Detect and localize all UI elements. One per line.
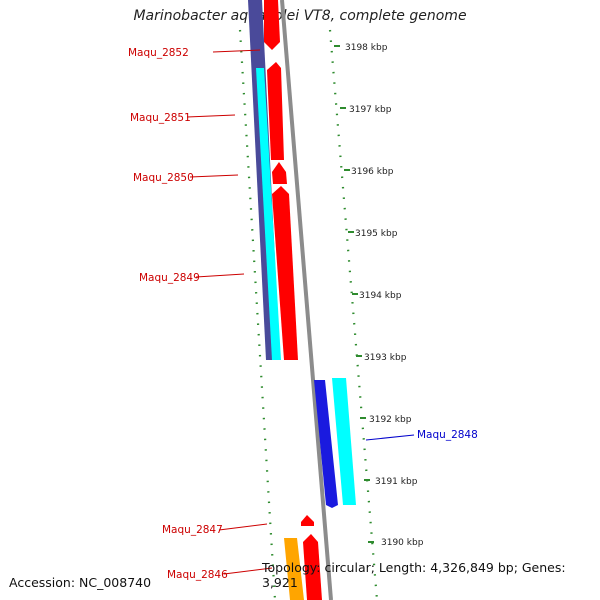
cds-maqu-2848	[314, 380, 338, 508]
leader-maqu-2852	[212, 49, 261, 53]
scale-tick-label: 3191 kbp	[375, 477, 418, 487]
cds-maqu-2851	[267, 62, 284, 160]
scale-tick-label: 3195 kbp	[355, 229, 398, 239]
gene-label: Maqu_2849	[139, 272, 200, 284]
scale-ticks	[334, 45, 374, 543]
leader-maqu-2849	[195, 273, 245, 278]
scale-tick-label: 3198 kbp	[345, 43, 388, 53]
scale-tick-label: 3197 kbp	[349, 105, 392, 115]
map-title: Marinobacter aquaeolei VT8, complete gen…	[133, 8, 467, 24]
rna-maqu-2846	[284, 538, 304, 600]
gene-label: Maqu_2846	[167, 569, 228, 581]
leader-maqu-2848	[365, 434, 415, 441]
cds-maqu-2847	[301, 515, 314, 526]
right-ruler	[328, 29, 379, 600]
gene-label: Maqu_2850	[133, 172, 194, 184]
scale-tick-label: 3190 kbp	[381, 538, 424, 548]
accession-info: Accession: NC_008740	[9, 575, 152, 590]
gene-label: Maqu_2852	[128, 47, 189, 59]
leader-maqu-2851	[186, 114, 236, 118]
gene-track-maqu-2848	[332, 378, 356, 505]
scale-tick-label: 3193 kbp	[364, 353, 407, 363]
gene-track-cyan-upper	[256, 68, 281, 360]
gene-label: Maqu_2847	[162, 524, 223, 536]
gene-label: Maqu_2851	[130, 112, 191, 124]
leader-maqu-2846	[223, 567, 273, 575]
cds-maqu-2849	[272, 186, 298, 360]
scale-tick-label: 3196 kbp	[351, 167, 394, 177]
topology-info: Topology: circular; Length: 4,326,849 bp…	[262, 560, 566, 590]
cds-maqu-2850	[272, 162, 287, 184]
left-ruler	[238, 29, 277, 600]
gene-label: Maqu_2848	[417, 429, 478, 441]
genome-backbone	[280, 0, 333, 600]
scale-tick-label: 3194 kbp	[359, 291, 402, 301]
leader-maqu-2850	[189, 174, 239, 178]
scale-tick-label: 3192 kbp	[369, 415, 412, 425]
cds-maqu-2852	[264, 0, 280, 50]
cds-maqu-2846	[303, 534, 322, 600]
leader-maqu-2847	[218, 523, 268, 531]
